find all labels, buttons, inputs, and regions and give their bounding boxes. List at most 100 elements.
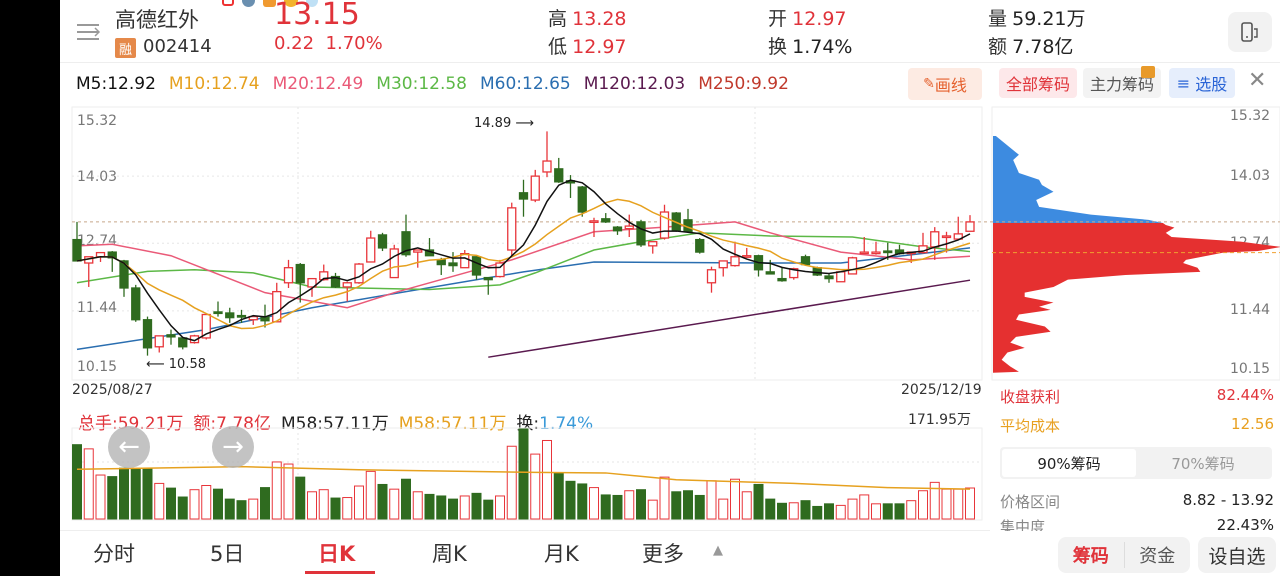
candle-body — [577, 186, 587, 213]
stock-picker-button[interactable]: ≡ 选股 — [1169, 68, 1235, 98]
candle-body — [436, 259, 446, 266]
volume-bar — [107, 476, 118, 520]
arrow-right-icon: ⟶ — [515, 116, 534, 131]
ma20-line — [76, 221, 971, 309]
app-icon — [222, 0, 234, 6]
volume-bar — [624, 490, 635, 520]
funds-button[interactable]: 资金 — [1139, 546, 1176, 567]
volume-bar — [894, 503, 905, 520]
date-end: 2025/12/19 — [901, 382, 982, 398]
screen-edge — [0, 0, 60, 576]
volume-bar — [72, 444, 82, 520]
turnover-rate-value: 1.74% — [539, 414, 594, 434]
change-value: 0.22 — [274, 33, 315, 54]
volume-bar — [812, 505, 823, 520]
volume-bar — [882, 503, 893, 520]
volume-bar — [213, 488, 223, 520]
volume-header: 总手:59.21万 额:7.78亿 M58:57.11万 M58:57.11万 … — [78, 409, 593, 434]
candle-body — [718, 260, 728, 269]
price-change: 0.22 1.70% — [274, 33, 383, 54]
volume-bar — [871, 503, 881, 520]
avg-cost-row: 平均成本 12.56 — [1000, 415, 1274, 436]
candle-body — [142, 319, 153, 349]
draw-line-button[interactable]: ✎ 画线 — [908, 68, 982, 100]
candle-body — [800, 256, 811, 266]
concentration-row: 集中度 22.43% — [1000, 516, 1274, 531]
candle-body — [178, 337, 188, 348]
volume-bar — [600, 494, 611, 520]
candle-body — [518, 192, 529, 200]
volume-bar — [788, 502, 799, 520]
volume-bar — [612, 494, 623, 520]
tab-main-chips[interactable]: 主力筹码 — [1083, 66, 1161, 98]
candle-body — [307, 277, 317, 288]
candle-body — [824, 275, 834, 280]
scroll-left-button[interactable]: ← — [108, 426, 150, 468]
ma30-line — [76, 232, 971, 291]
tab-5day[interactable]: 5日 — [210, 542, 245, 566]
volume-bar — [283, 463, 294, 520]
tab-monthly-k[interactable]: 月K — [544, 542, 579, 566]
ma20-value: M20:12.49 — [272, 74, 364, 94]
candle-body — [295, 263, 305, 284]
low-stat: 低 12.97 — [548, 32, 627, 59]
volume-bar — [777, 502, 787, 520]
candle-body — [542, 160, 552, 173]
candle-body — [401, 231, 411, 256]
profit-row: 收盘获利 82.44% — [1000, 386, 1274, 407]
tab-intraday[interactable]: 分时 — [93, 542, 135, 566]
volume-bar — [730, 478, 740, 520]
candle-body — [589, 220, 599, 224]
candle-body — [354, 263, 364, 284]
candle-body — [812, 267, 822, 276]
tab-more[interactable]: 更多 — [642, 542, 684, 566]
volume-bar — [330, 497, 341, 520]
add-favorite-button[interactable]: 设自选 — [1198, 537, 1276, 573]
candle-body — [225, 312, 235, 319]
candle-body — [624, 225, 634, 230]
toggle-90[interactable]: 90%筹码 — [1002, 449, 1136, 477]
volume-bar — [906, 500, 917, 520]
toggle-70[interactable]: 70%筹码 — [1171, 454, 1235, 473]
arrow-right-icon: → — [222, 432, 244, 462]
chips-button[interactable]: 筹码 — [1058, 542, 1125, 568]
volume-bar — [753, 483, 764, 520]
tab-weekly-k[interactable]: 周K — [432, 542, 467, 566]
volume-bar — [142, 467, 153, 520]
candle-body — [330, 275, 341, 288]
volume-bar — [741, 491, 752, 520]
close-chip-panel-icon[interactable]: ✕ — [1248, 68, 1267, 93]
candle-body — [483, 276, 493, 281]
candle-body — [507, 207, 517, 251]
amount-value: 7.78亿 — [1012, 36, 1074, 58]
volume-bar — [718, 498, 729, 520]
tab-all-chips[interactable]: 全部筹码 — [999, 68, 1077, 98]
lock-icon — [1141, 66, 1155, 78]
volume-bar — [318, 489, 329, 520]
volume-bar — [459, 495, 470, 520]
volume-bar — [659, 476, 670, 520]
ma30-value: M30:12.58 — [376, 74, 467, 94]
volume-label: 量 — [988, 8, 1008, 30]
candle-body — [941, 235, 952, 239]
volume-bar — [389, 488, 400, 520]
volume-bar — [483, 499, 494, 520]
volume-bar — [518, 428, 529, 520]
candle-body — [389, 248, 399, 279]
scroll-right-button[interactable]: → — [212, 426, 254, 468]
volume-bar — [119, 467, 129, 520]
active-tab-indicator — [305, 571, 375, 574]
low-label: 低 — [548, 36, 568, 58]
margin-badge: 融 — [115, 38, 136, 58]
volume-bar — [436, 495, 447, 520]
triangle-up-icon[interactable]: ▲ — [713, 543, 723, 558]
candle-body — [236, 314, 247, 318]
tab-daily-k[interactable]: 日K — [318, 542, 356, 566]
volume-bar — [506, 445, 517, 520]
low-annotation: ⟵ 10.58 — [146, 357, 206, 372]
menu-icon[interactable] — [76, 22, 102, 46]
candle-body — [765, 271, 775, 275]
rotate-screen-button[interactable] — [1228, 12, 1272, 52]
concentration-label: 集中度 — [1000, 518, 1046, 531]
